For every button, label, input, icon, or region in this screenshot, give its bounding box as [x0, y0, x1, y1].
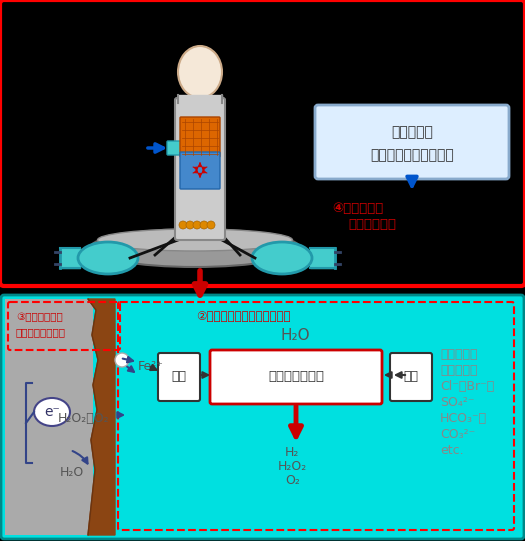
Text: O₂: O₂	[285, 473, 300, 486]
Text: H₂: H₂	[285, 445, 299, 459]
Ellipse shape	[98, 229, 292, 251]
Text: H₂O₂: H₂O₂	[278, 459, 307, 472]
Text: H₂O: H₂O	[60, 465, 84, 478]
Text: データベース: データベース	[348, 217, 396, 230]
Circle shape	[200, 221, 208, 229]
Text: Cl⁻、Br⁻、: Cl⁻、Br⁻、	[440, 380, 494, 393]
Text: ブレインストーミング: ブレインストーミング	[370, 148, 454, 162]
Text: 水の放射線分解: 水の放射線分解	[268, 371, 324, 384]
FancyBboxPatch shape	[180, 152, 220, 189]
Polygon shape	[310, 248, 335, 268]
FancyBboxPatch shape	[175, 98, 225, 240]
Ellipse shape	[34, 398, 70, 426]
Circle shape	[193, 221, 201, 229]
Text: H₂O₂、O₂: H₂O₂、O₂	[58, 412, 110, 425]
Text: SO₄²⁻: SO₄²⁻	[440, 397, 475, 410]
Circle shape	[179, 221, 187, 229]
FancyBboxPatch shape	[390, 353, 432, 401]
Circle shape	[207, 221, 215, 229]
FancyBboxPatch shape	[5, 299, 93, 535]
Ellipse shape	[78, 242, 138, 274]
Circle shape	[115, 353, 129, 367]
Text: Fe²⁺: Fe²⁺	[138, 360, 164, 373]
Polygon shape	[60, 248, 80, 268]
FancyBboxPatch shape	[180, 117, 220, 157]
Text: 腐食データベース: 腐食データベース	[16, 327, 66, 337]
FancyBboxPatch shape	[315, 105, 509, 179]
Text: 外部からの: 外部からの	[440, 348, 478, 361]
Text: ④腐食調査票: ④腐食調査票	[332, 201, 383, 214]
Ellipse shape	[90, 229, 300, 267]
Ellipse shape	[178, 46, 222, 98]
Text: 流入不純物: 流入不純物	[440, 364, 478, 377]
Text: ③放射線下での: ③放射線下での	[16, 312, 63, 322]
Text: 課题の抽出: 課题の抽出	[391, 125, 433, 139]
Text: e⁻: e⁻	[44, 405, 60, 419]
Polygon shape	[88, 299, 115, 535]
FancyBboxPatch shape	[210, 350, 382, 404]
Text: 影響: 影響	[172, 371, 186, 384]
FancyBboxPatch shape	[1, 295, 524, 539]
FancyBboxPatch shape	[167, 141, 181, 155]
Circle shape	[186, 221, 194, 229]
Text: H₂O: H₂O	[280, 327, 310, 342]
Text: CO₃²⁻: CO₃²⁻	[440, 428, 475, 441]
FancyBboxPatch shape	[0, 0, 525, 286]
Ellipse shape	[252, 242, 312, 274]
FancyBboxPatch shape	[158, 353, 200, 401]
Text: HCO₃⁻、: HCO₃⁻、	[440, 412, 487, 426]
Text: ②ラジオリシスデータベース: ②ラジオリシスデータベース	[196, 311, 290, 324]
Text: etc.: etc.	[440, 445, 464, 458]
Text: 影響: 影響	[404, 371, 418, 384]
